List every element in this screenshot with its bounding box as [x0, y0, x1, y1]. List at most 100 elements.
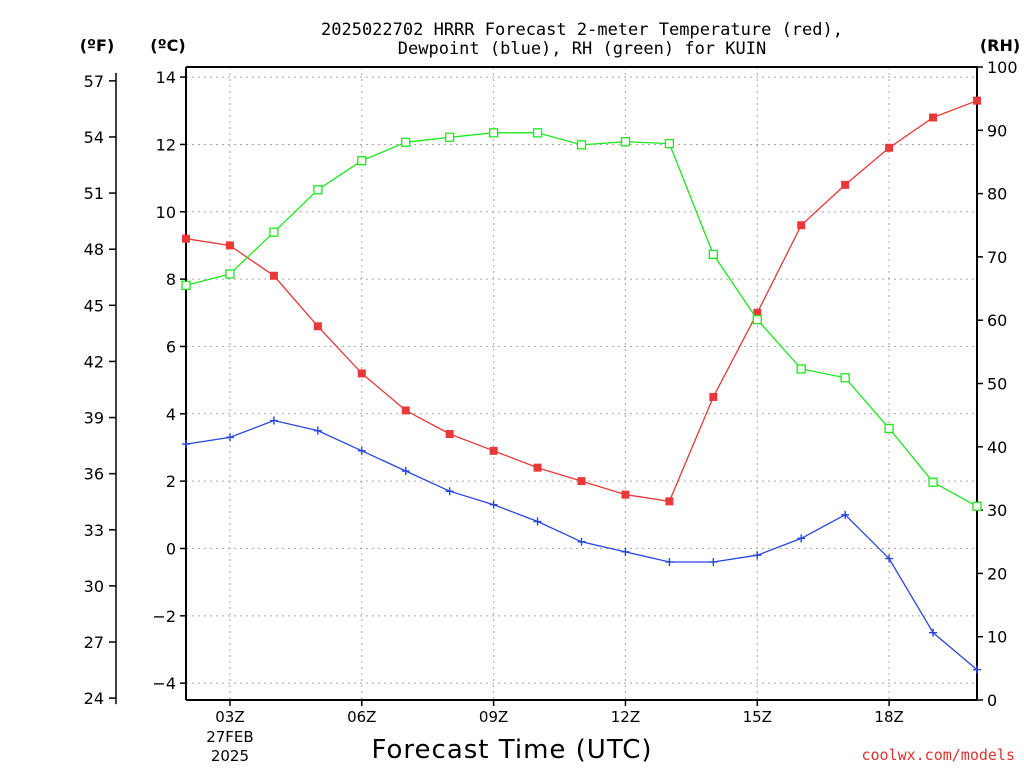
grid: [186, 67, 977, 700]
f-axis-tick-label: 42: [84, 352, 104, 371]
x-axis-label: Forecast Time (UTC): [371, 735, 652, 765]
dewpoint-point: [445, 487, 454, 496]
f-axis-tick-label: 30: [84, 577, 104, 596]
x-axis-tick-label: 09Z: [479, 708, 508, 726]
f-axis-tick-label: 54: [84, 128, 104, 147]
series-plot: [181, 96, 982, 674]
rh-point: [532, 128, 543, 138]
f-axis-tick-label: 57: [84, 72, 104, 91]
rh-line: [185, 132, 978, 507]
dewpoint-point: [225, 433, 234, 442]
dewpoint-point: [929, 628, 938, 637]
temperature-point: [489, 446, 498, 455]
c-axis-tick-label: −4: [152, 674, 176, 693]
rh-axis-tick-label: 50: [987, 375, 1007, 394]
f-axis-tick-label: 51: [84, 184, 104, 203]
x-axis-tick-label: 18Z: [874, 708, 903, 726]
celsius-unit-label: (ºC): [150, 36, 185, 55]
dewpoint-point: [621, 547, 630, 556]
f-axis-tick-label: 45: [84, 296, 104, 315]
dewpoint-point: [665, 557, 674, 566]
temperature-line: [185, 100, 978, 503]
c-axis-tick-label: −2: [152, 607, 176, 626]
dewpoint-point: [885, 554, 894, 563]
rh-axis-tick-label: 80: [987, 185, 1007, 204]
x-axis-tick-label: 12Z: [611, 708, 640, 726]
rh-point: [840, 373, 850, 383]
x-axis-year-label: 2025: [211, 747, 249, 765]
c-axis-tick-label: 0: [166, 539, 176, 558]
rh-axis-tick-label: 20: [987, 564, 1007, 583]
rh-point: [928, 477, 938, 487]
temperature-point: [753, 308, 762, 317]
rh-axis-tick-label: 60: [987, 311, 1007, 330]
rh-point: [488, 128, 499, 138]
temperature-point: [929, 113, 938, 122]
rh-point: [181, 280, 191, 291]
rh-axis-tick-label: 40: [987, 438, 1007, 457]
rh-point: [972, 501, 982, 511]
c-axis-tick-label: 4: [166, 405, 176, 424]
rh-unit-label: (RH): [980, 36, 1020, 55]
temperature-point: [665, 497, 674, 506]
c-axis-tick-label: 2: [166, 472, 176, 491]
temperature-point: [577, 477, 586, 486]
dewpoint-point: [357, 446, 366, 455]
c-axis-tick-label: 14: [156, 68, 176, 87]
rh-point: [445, 132, 455, 142]
dewpoint-point: [577, 537, 586, 546]
rh-point: [269, 227, 279, 237]
rh-point: [357, 156, 367, 166]
temperature-point: [357, 369, 366, 378]
x-axis-date-label: 27FEB: [206, 728, 253, 746]
rh-point: [401, 137, 411, 147]
dewpoint-point: [533, 517, 542, 526]
f-axis-tick-label: 33: [84, 521, 104, 540]
chart-title-line1: 2025022702 HRRR Forecast 2-meter Tempera…: [321, 20, 843, 40]
f-axis-tick-label: 48: [84, 240, 104, 259]
temperature-point: [445, 430, 454, 439]
f-axis-tick-label: 36: [84, 465, 104, 484]
f-axis-tick-label: 24: [84, 689, 104, 708]
rh-point: [884, 423, 894, 434]
temperature-point: [401, 406, 410, 415]
x-axis-tick-label: 06Z: [347, 708, 376, 726]
dewpoint-point: [269, 416, 278, 425]
x-axis-tick-label: 15Z: [743, 708, 772, 726]
c-axis-tick-label: 8: [166, 270, 176, 289]
temperature-point: [885, 143, 894, 152]
temperature-point: [313, 322, 322, 331]
temperature-point: [621, 490, 630, 499]
rh-axis-tick-label: 0: [987, 691, 997, 710]
rh-point: [708, 249, 718, 260]
c-axis-tick-label: 6: [166, 337, 176, 356]
fahrenheit-unit-label: (ºF): [80, 36, 115, 55]
dewpoint-point: [797, 534, 806, 543]
temperature-point: [973, 96, 981, 105]
dewpoint-point: [182, 440, 190, 449]
rh-point: [225, 269, 235, 279]
f-axis-tick-label: 39: [84, 409, 104, 428]
credit-text: coolwx.com/models: [861, 746, 1015, 764]
rh-axis-tick-label: 100: [987, 58, 1018, 77]
dewpoint-point: [841, 510, 850, 519]
rh-point: [576, 140, 587, 150]
dewpoint-point: [489, 500, 498, 509]
axes: −4−2024681012142427303336394245485154570…: [84, 58, 1018, 710]
c-axis-tick-label: 12: [156, 135, 176, 154]
c-axis-tick-label: 10: [156, 203, 176, 222]
rh-point: [620, 137, 631, 147]
f-axis-tick-label: 27: [84, 633, 104, 652]
rh-point: [752, 314, 762, 325]
temperature-point: [841, 180, 850, 189]
temperature-point: [182, 234, 190, 243]
temperature-point: [797, 221, 806, 230]
rh-point: [664, 138, 675, 149]
dewpoint-point: [401, 467, 410, 476]
temperature-point: [269, 271, 278, 280]
x-axis-tick-label: 03Z: [215, 708, 244, 726]
chart-title-line2: Dewpoint (blue), RH (green) for KUIN: [398, 39, 766, 59]
rh-point: [313, 185, 323, 195]
